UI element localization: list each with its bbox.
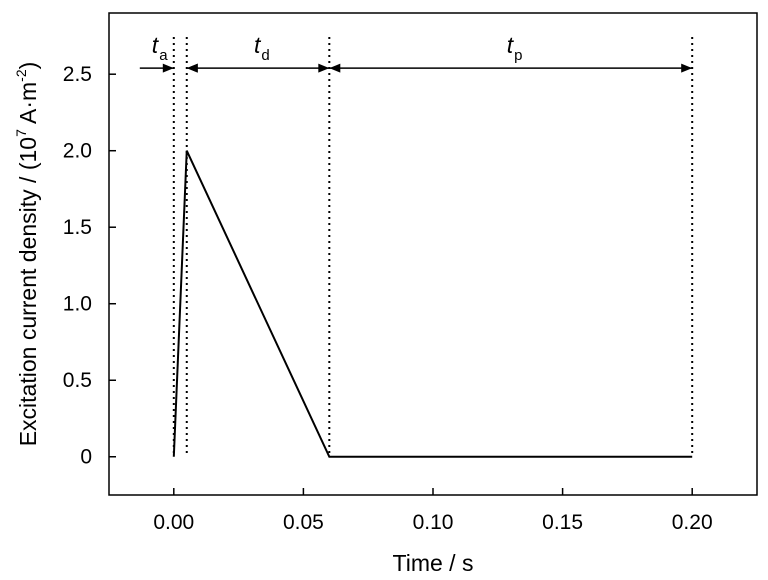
phase-annotations: ta td tp [139, 32, 693, 73]
annotation-label-1-symbol: t [254, 32, 262, 58]
y-tick-label-0: 0 [80, 446, 92, 469]
annotation-label-2: tp [507, 32, 523, 64]
y-tick-label-1: 0.5 [63, 369, 92, 392]
x-tick-label-2: 0.10 [413, 511, 454, 534]
y-axis-label-prefix: Excitation current density / (10 [15, 137, 41, 446]
y-tick-label-3: 1.5 [63, 216, 92, 239]
y-axis-label-suffix: ) [15, 62, 41, 70]
x-tick-label-3: 0.15 [542, 511, 583, 534]
axis-ticks: 0.00 0.05 0.10 0.15 0.20 0 0.5 1.0 1.5 2.0 2.5 [63, 63, 713, 534]
x-tick-label-0: 0.00 [153, 511, 194, 534]
y-axis-label-unit-exponent: -2 [13, 69, 29, 82]
y-tick-label-2: 1.0 [63, 293, 92, 316]
annotation-arrowhead-0-a [162, 63, 174, 73]
y-axis-label-exponent: 7 [13, 129, 29, 137]
series-line-0 [172, 150, 693, 458]
annotation-arrowhead-1-b [318, 63, 330, 73]
y-tick-label-4: 2.0 [63, 140, 92, 163]
phase-markers [172, 37, 694, 457]
annotation-label-0-subscript: a [159, 47, 168, 64]
annotation-arrowhead-1-a [186, 63, 198, 73]
annotation-arrowhead-2-b [681, 63, 693, 73]
annotation-label-0: ta [152, 32, 168, 64]
annotation-label-2-subscript: p [514, 47, 522, 64]
annotation-arrowhead-2-a [329, 63, 341, 73]
annotation-label-2-symbol: t [507, 32, 515, 58]
x-axis-label: Time / s [393, 550, 474, 576]
y-tick-label-5: 2.5 [63, 63, 92, 86]
annotation-label-0-symbol: t [152, 32, 160, 58]
x-tick-label-4: 0.20 [672, 511, 713, 534]
annotation-label-1-subscript: d [261, 47, 269, 64]
y-axis-label-unit: A·m [15, 82, 41, 129]
annotation-label-1: td [254, 32, 270, 64]
x-tick-label-1: 0.05 [283, 511, 324, 534]
series [172, 150, 693, 458]
plot-frame [108, 12, 758, 496]
y-axis-label: Excitation current density / (107 A·m-2) [13, 62, 41, 447]
